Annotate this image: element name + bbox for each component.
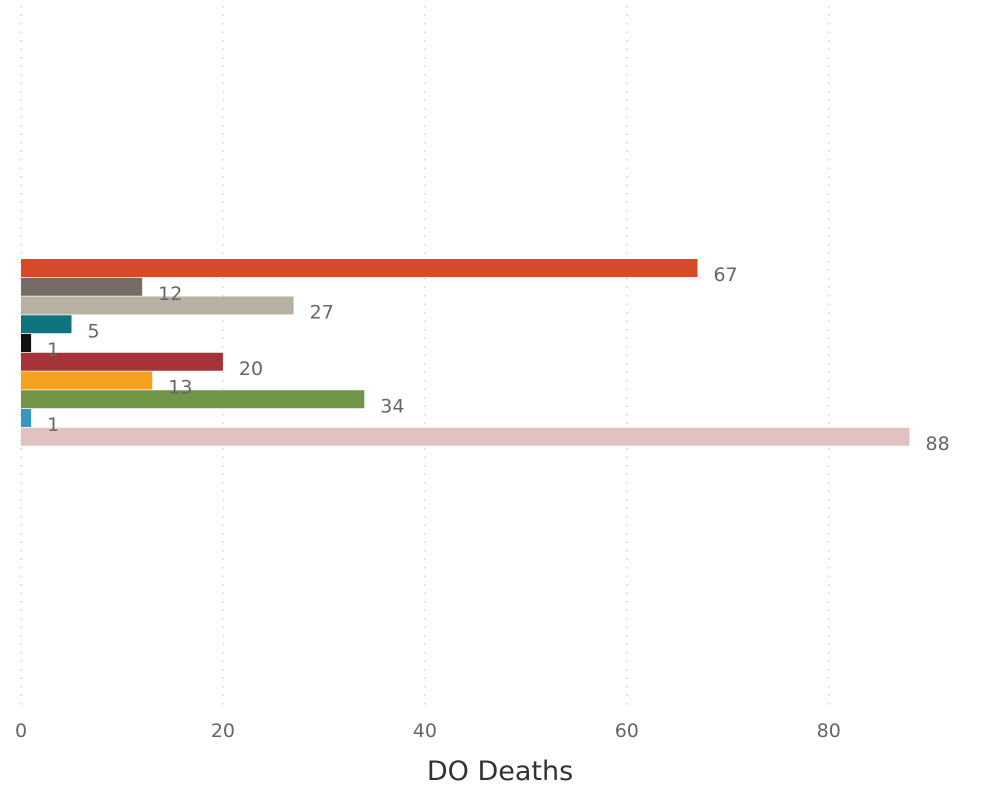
data-label: 13	[168, 377, 192, 399]
bar	[21, 427, 910, 446]
bar	[21, 277, 143, 296]
x-axis-title: DO Deaths	[427, 756, 573, 787]
data-label: 1	[47, 339, 59, 361]
x-tick-label: 40	[413, 720, 437, 742]
data-label: 27	[310, 302, 334, 324]
data-label: 5	[87, 320, 99, 342]
data-label: 88	[926, 433, 950, 455]
x-tick-label: 60	[615, 720, 639, 742]
data-label: 1	[47, 414, 59, 436]
bar	[21, 334, 32, 352]
bar	[21, 296, 294, 315]
data-label: 34	[380, 395, 404, 417]
bar	[21, 371, 153, 390]
bar	[21, 390, 365, 409]
bars	[21, 259, 910, 446]
bar	[21, 315, 72, 334]
x-axis-ticks: 0 20 40 60 80	[15, 720, 841, 742]
bar	[21, 352, 223, 371]
bar	[21, 409, 32, 427]
x-tick-label: 80	[817, 720, 841, 742]
x-tick-label: 0	[15, 720, 27, 742]
data-label: 67	[713, 264, 737, 286]
data-labels: 67 12 27 5 1 20 13 34 1 88	[47, 264, 950, 455]
bar	[21, 259, 698, 277]
data-label: 12	[158, 283, 182, 305]
data-label: 20	[239, 358, 263, 380]
x-tick-label: 20	[211, 720, 235, 742]
